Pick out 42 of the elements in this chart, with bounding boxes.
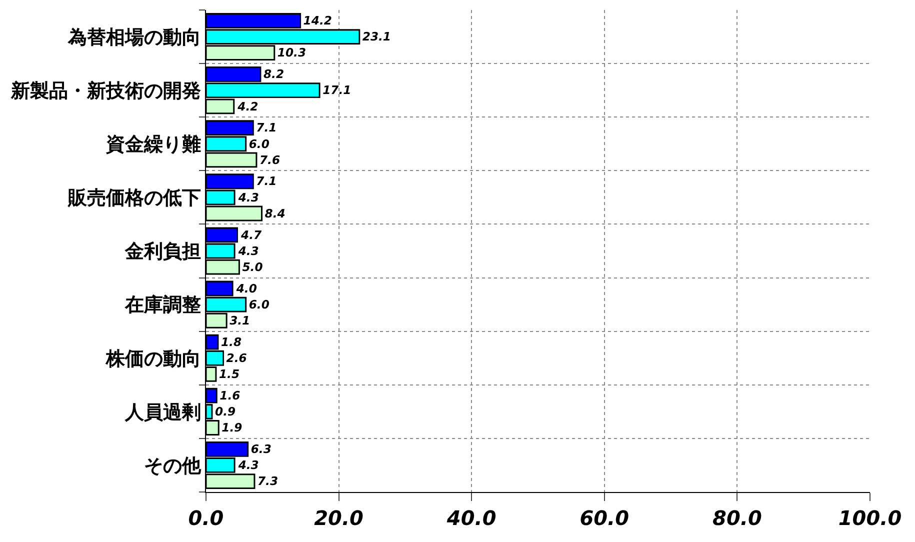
data-label: 6.0 xyxy=(248,297,270,312)
data-label: 4.3 xyxy=(237,244,259,258)
y-tick-label: 為替相場の動向 xyxy=(67,26,202,48)
data-label: 4.3 xyxy=(237,458,259,472)
y-tick-label: 新製品・新技術の開発 xyxy=(10,80,202,102)
data-label: 6.3 xyxy=(250,442,272,456)
y-tick-label: 販売価格の低下 xyxy=(67,187,202,210)
data-label: 7.3 xyxy=(257,474,278,488)
data-label: 2.6 xyxy=(226,350,247,365)
data-label: 1.6 xyxy=(220,388,240,402)
data-label: 7.1 xyxy=(256,120,277,135)
y-tick-label: 人員過剰 xyxy=(124,401,202,424)
data-label: 8.2 xyxy=(263,67,284,82)
data-label: 4.7 xyxy=(240,228,262,242)
y-tick-label: 金利負担 xyxy=(124,240,202,263)
data-label: 3.1 xyxy=(230,313,250,328)
data-label: 5.0 xyxy=(242,260,263,274)
y-tick-label: その他 xyxy=(144,454,202,477)
x-tick-label: 20.0 xyxy=(314,506,364,530)
x-tick-label: 40.0 xyxy=(446,506,496,530)
data-label: 4.0 xyxy=(235,281,257,296)
y-tick-label: 資金繰り難 xyxy=(105,134,202,156)
data-label: 7.1 xyxy=(256,174,277,188)
x-tick-label: 0.0 xyxy=(188,506,224,530)
data-label: 6.0 xyxy=(248,136,270,151)
y-tick-label: 在庫調整 xyxy=(124,294,202,316)
data-label: 4.2 xyxy=(236,99,258,114)
data-label: 8.4 xyxy=(264,206,286,220)
x-tick-label: 100.0 xyxy=(838,506,902,530)
data-label: 1.5 xyxy=(218,367,240,382)
data-label: 17.1 xyxy=(322,83,352,98)
data-label: 23.1 xyxy=(362,30,391,44)
y-tick-label: 株価の動向 xyxy=(105,348,202,370)
data-label: 7.6 xyxy=(259,152,280,167)
data-label: 1.9 xyxy=(222,420,242,435)
data-label: 4.3 xyxy=(237,190,259,204)
data-label: 0.9 xyxy=(214,404,236,419)
data-label: 1.8 xyxy=(220,334,242,349)
x-tick-label: 80.0 xyxy=(712,506,762,530)
data-label: 10.3 xyxy=(277,46,306,60)
x-tick-label: 60.0 xyxy=(580,506,630,530)
data-label: 14.2 xyxy=(303,14,332,28)
